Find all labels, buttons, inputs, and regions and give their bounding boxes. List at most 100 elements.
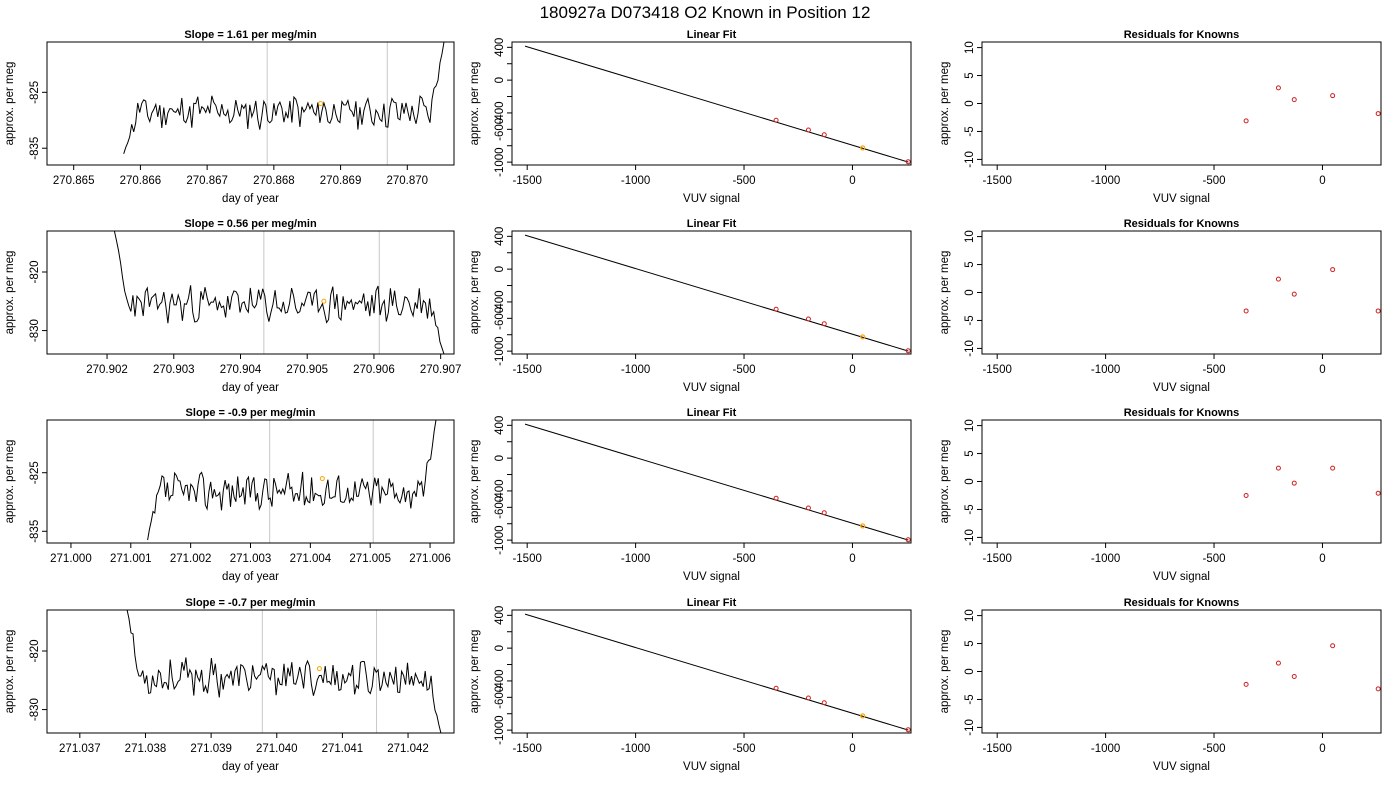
x-tick-label: 0 xyxy=(849,364,855,376)
plot-frame xyxy=(511,419,912,544)
x-tick-label: -500 xyxy=(733,743,756,755)
y-tick-label: -830 xyxy=(29,698,41,721)
sample-marker xyxy=(321,298,327,304)
x-tick-label: -1500 xyxy=(512,364,541,376)
x-axis-label: VUV signal xyxy=(1153,382,1210,394)
panel-time-series-row-3: Slope = -0.9 per meg/min day of year appro… xyxy=(4,407,455,583)
known-point xyxy=(821,321,827,327)
x-tick-label: 270.866 xyxy=(120,175,162,187)
x-tick-label: 270.869 xyxy=(320,175,362,187)
plot-frame xyxy=(981,419,1382,544)
residual-point xyxy=(1375,111,1381,117)
residual-point xyxy=(1291,97,1297,103)
x-tick-label: 0 xyxy=(1319,175,1325,187)
x-axis-label: VUV signal xyxy=(1153,193,1210,205)
x-tick-label: 271.042 xyxy=(387,743,429,755)
x-axis-label: day of year xyxy=(222,761,279,773)
y-tick-label: -5 xyxy=(964,315,976,325)
x-tick-label: 271.004 xyxy=(290,553,332,565)
x-tick-label: -1500 xyxy=(512,175,541,187)
y-tick-label: 400 xyxy=(494,38,506,57)
y-tick-label: 10 xyxy=(964,41,976,54)
fit-line xyxy=(524,423,909,541)
x-axis-label: VUV signal xyxy=(683,382,740,394)
known-point xyxy=(773,117,779,123)
x-tick-label: 271.006 xyxy=(409,553,451,565)
y-tick-label: -1000 xyxy=(494,336,506,365)
y-tick-label: -600 xyxy=(494,686,506,709)
x-tick-label: 270.902 xyxy=(86,364,128,376)
x-tick-label: 270.867 xyxy=(186,175,228,187)
residual-point xyxy=(1375,490,1381,496)
x-tick-label: -1000 xyxy=(1091,175,1120,187)
y-axis-label: approx. per meg xyxy=(469,630,481,714)
y-tick-label: -825 xyxy=(29,461,41,484)
signal-trace xyxy=(123,42,445,154)
y-tick-label: 0 xyxy=(964,100,976,106)
panel-title: Linear Fit xyxy=(687,29,737,41)
x-tick-label: -500 xyxy=(1203,553,1226,565)
x-tick-label: -1000 xyxy=(1091,553,1120,565)
y-axis-label: approx. per meg xyxy=(469,440,481,524)
sample-marker xyxy=(316,666,322,672)
y-tick-label: 5 xyxy=(964,72,976,78)
x-tick-label: 270.905 xyxy=(286,364,328,376)
x-tick-label: 270.870 xyxy=(387,175,429,187)
plot-frame xyxy=(511,41,912,166)
y-tick-label: 0 xyxy=(494,645,506,651)
y-tick-label: -820 xyxy=(29,260,41,283)
residual-point xyxy=(1275,465,1281,471)
known-point xyxy=(905,727,911,733)
known-point xyxy=(805,127,811,133)
panel-title: Slope = -0.7 per meg/min xyxy=(186,597,316,609)
plot-frame xyxy=(511,230,912,355)
residual-point xyxy=(1243,681,1249,687)
panel-linear-fit-row-1: Linear Fit VUV signal approx. per meg -1500… xyxy=(469,29,912,205)
fit-line xyxy=(524,45,909,163)
x-tick-label: -1500 xyxy=(512,743,541,755)
residual-point xyxy=(1243,308,1249,314)
panel-residuals-row-2: Residuals for Knowns VUV signal approx. pe… xyxy=(939,218,1382,394)
plot-frame xyxy=(46,230,455,355)
x-tick-label: 271.005 xyxy=(349,553,391,565)
panel-linear-fit-row-3: Linear Fit VUV signal approx. per meg -1500… xyxy=(469,407,912,583)
y-tick-label: -10 xyxy=(964,151,976,168)
panel-time-series-row-2: Slope = 0.56 per meg/min day of year appro… xyxy=(4,218,461,394)
x-tick-label: -500 xyxy=(733,175,756,187)
plot-frame xyxy=(981,609,1382,734)
x-axis-label: day of year xyxy=(222,571,279,583)
residual-point xyxy=(1330,643,1336,649)
panel-title: Residuals for Knowns xyxy=(1124,218,1240,230)
x-tick-label: 0 xyxy=(1319,553,1325,565)
signal-trace xyxy=(126,610,442,733)
x-tick-label: -1500 xyxy=(512,553,541,565)
x-tick-label: 270.904 xyxy=(220,364,262,376)
known-point xyxy=(773,306,779,312)
panel-title: Slope = 1.61 per meg/min xyxy=(184,29,317,41)
known-point xyxy=(905,159,911,165)
y-tick-label: -5 xyxy=(964,126,976,136)
y-axis-label: approx. per meg xyxy=(469,251,481,335)
plot-content xyxy=(123,42,445,165)
x-tick-label: 271.041 xyxy=(322,743,364,755)
panel-time-series-row-4: Slope = -0.7 per meg/min day of year appro… xyxy=(4,597,455,773)
known-point xyxy=(805,505,811,511)
y-tick-label: -835 xyxy=(29,137,41,160)
x-axis-label: day of year xyxy=(222,382,279,394)
panel-linear-fit-row-4: Linear Fit VUV signal approx. per meg -1500… xyxy=(469,597,912,773)
x-axis-label: VUV signal xyxy=(1153,571,1210,583)
x-tick-label: 270.865 xyxy=(53,175,95,187)
y-axis-label: approx. per meg xyxy=(939,251,951,335)
y-axis-label: approx. per meg xyxy=(939,440,951,524)
residual-point xyxy=(1330,93,1336,99)
x-tick-label: 271.000 xyxy=(50,553,92,565)
plot-frame xyxy=(46,419,455,544)
known-point xyxy=(805,695,811,701)
panel-time-series-row-1: Slope = 1.61 per meg/min day of year appro… xyxy=(4,29,455,205)
x-tick-label: -1500 xyxy=(982,175,1011,187)
x-tick-label: -500 xyxy=(1203,175,1226,187)
plot-frame xyxy=(981,41,1382,166)
y-tick-label: 0 xyxy=(964,289,976,295)
x-tick-label: 270.903 xyxy=(153,364,195,376)
